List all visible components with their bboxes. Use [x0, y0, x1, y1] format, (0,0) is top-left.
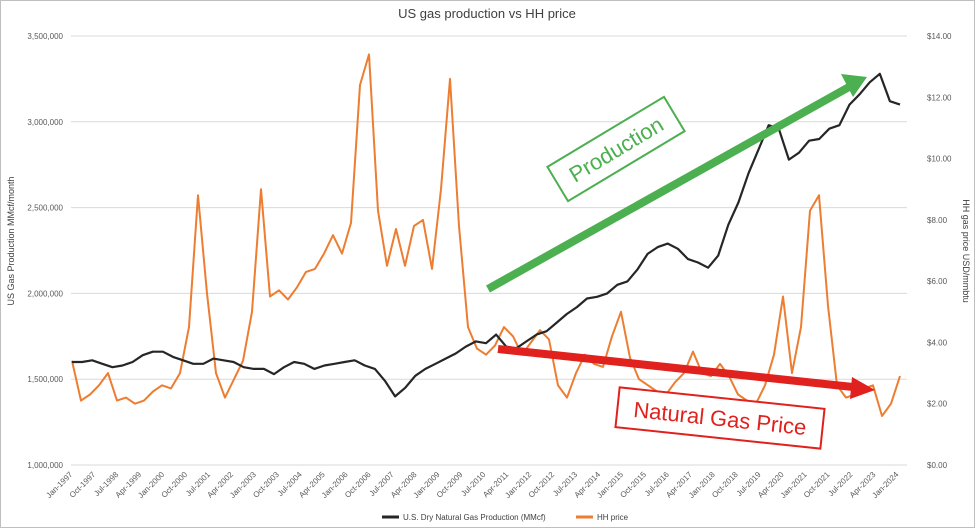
right-tick-label: $0.00 — [927, 461, 948, 470]
price-arrow — [497, 345, 875, 399]
x-tick-label: Oct-2003 — [251, 470, 281, 500]
right-tick-label: $2.00 — [927, 400, 948, 409]
x-tick-label: Oct-2006 — [343, 470, 373, 500]
left-axis-label: US Gas Production MMcf/month — [6, 176, 16, 305]
right-axis-ticks: $0.00 $2.00 $4.00 $6.00 $8.00 $10.00 $12.00 $14… — [927, 32, 952, 470]
chart-title: US gas production vs HH price — [398, 6, 576, 21]
left-tick-label: 2,000,000 — [27, 289, 63, 298]
right-tick-label: $8.00 — [927, 216, 948, 225]
legend: U.S. Dry Natural Gas Production (MMcf) H… — [382, 513, 629, 522]
x-tick-label: Oct-2009 — [435, 470, 465, 500]
right-tick-label: $14.00 — [927, 32, 952, 41]
left-axis-ticks: 1,000,000 1,500,000 2,000,000 2,500,000 3,00… — [27, 32, 63, 470]
x-tick-label: Oct-2000 — [160, 470, 190, 500]
gridlines — [71, 35, 907, 466]
right-tick-label: $12.00 — [927, 93, 952, 102]
left-tick-label: 2,500,000 — [27, 204, 63, 213]
production-arrow — [486, 74, 867, 293]
price-callout: Natural Gas Price — [614, 386, 826, 450]
left-tick-label: 3,000,000 — [27, 118, 63, 127]
left-tick-label: 1,000,000 — [27, 461, 63, 470]
left-tick-label: 3,500,000 — [27, 32, 63, 41]
right-tick-label: $4.00 — [927, 338, 948, 347]
left-tick-label: 1,500,000 — [27, 375, 63, 384]
legend-production-label: U.S. Dry Natural Gas Production (MMcf) — [403, 513, 546, 522]
x-tick-label: Oct-2012 — [527, 470, 557, 500]
x-axis-ticks: Jan-1997Oct-1997Jul-1998Apr-1999Jan-2000… — [44, 470, 900, 500]
x-tick-label: Oct-2015 — [618, 470, 648, 500]
right-tick-label: $10.00 — [927, 155, 952, 164]
production-callout: Production — [546, 95, 686, 203]
series-production-line — [72, 72, 901, 398]
legend-price-label: HH price — [597, 513, 629, 522]
series-hh-price-line — [71, 53, 901, 417]
x-tick-label: Oct-1997 — [68, 470, 98, 500]
right-tick-label: $6.00 — [927, 277, 948, 286]
x-tick-label: Oct-2021 — [802, 470, 832, 500]
x-tick-label: Oct-2018 — [710, 470, 740, 500]
right-axis-label: HH gas price USD/mmbtu — [961, 199, 971, 303]
